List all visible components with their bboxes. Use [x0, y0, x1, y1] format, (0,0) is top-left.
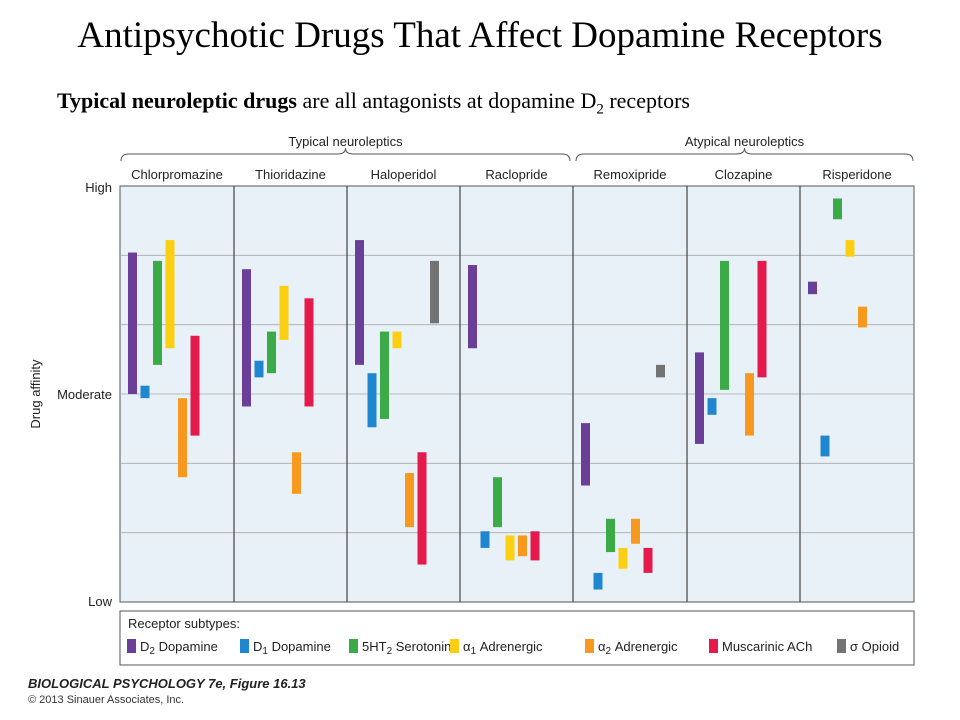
bar-D2 [242, 269, 251, 407]
typical-group-bracket [120, 147, 571, 162]
bar-sigma [430, 260, 439, 324]
y-tick-label: High [85, 180, 112, 195]
legend-label-sigma: σ Opioid [850, 639, 899, 654]
drug-label: Thioridazine [255, 167, 326, 182]
bar-D1 [254, 360, 264, 378]
figure-caption: BIOLOGICAL PSYCHOLOGY 7e, Figure 16.13 [28, 676, 306, 691]
subtitle-end: receptors [603, 88, 690, 113]
drug-label: Clozapine [715, 167, 773, 182]
bar-sigma [656, 364, 665, 378]
bar-a2 [178, 398, 187, 478]
bar-a1 [165, 240, 175, 349]
legend-swatch-a2 [585, 639, 594, 653]
bar-a2 [858, 306, 867, 328]
typical-group-label: Typical neuroleptics [288, 134, 403, 149]
subtitle-sub: 2 [596, 101, 604, 118]
bar-5HT2 [720, 260, 729, 390]
y-tick-label: Low [88, 594, 112, 609]
y-axis-label: Drug affinity [28, 359, 43, 429]
bar-D1 [480, 531, 490, 548]
bar-mACh [530, 531, 540, 561]
bar-5HT2 [267, 331, 276, 374]
legend-swatch-mACh [709, 639, 718, 653]
bar-D1 [140, 385, 150, 399]
atypical-group-bracket [575, 147, 914, 162]
bar-D2 [695, 352, 704, 444]
copyright: © 2013 Sinauer Associates, Inc. [28, 694, 185, 706]
bar-a1 [618, 547, 628, 569]
bar-mACh [757, 260, 767, 378]
bar-D1 [707, 398, 717, 415]
legend-title: Receptor subtypes: [128, 616, 240, 631]
bar-D2 [355, 240, 364, 365]
bar-a2 [631, 518, 640, 544]
bar-a1 [845, 240, 855, 257]
drug-label: Chlorpromazine [131, 167, 223, 182]
legend-label-5HT2: 5HT2 Serotonin [362, 639, 451, 657]
bar-5HT2 [606, 518, 615, 553]
bar-D1 [593, 572, 603, 590]
legend-swatch-D2 [127, 639, 136, 653]
legend-swatch-a1 [450, 639, 459, 653]
legend-label-a1: α1 Adrenergic [463, 639, 543, 657]
drug-label: Haloperidol [371, 167, 437, 182]
drug-label: Risperidone [822, 167, 891, 182]
subtitle-bold: Typical neuroleptic drugs [57, 88, 297, 113]
bar-a1 [279, 285, 289, 340]
bar-5HT2 [380, 331, 389, 419]
bar-mACh [643, 547, 653, 573]
bar-mACh [190, 335, 200, 436]
y-tick-label: Moderate [57, 387, 112, 402]
bar-a1 [505, 535, 515, 561]
bar-a2 [292, 452, 301, 494]
legend-box [119, 610, 915, 666]
slide-title: Antipsychotic Drugs That Affect Dopamine… [77, 15, 883, 56]
slide-subtitle: Typical neuroleptic drugs are all antago… [57, 88, 690, 118]
bar-mACh [417, 452, 427, 565]
bar-D2 [128, 252, 137, 394]
bar-mACh [304, 298, 314, 407]
legend-label-D2: D2 Dopamine [140, 639, 218, 657]
bar-5HT2 [153, 260, 162, 365]
bar-a2 [745, 373, 754, 436]
bar-D2 [808, 281, 817, 295]
legend-swatch-sigma [837, 639, 846, 653]
bar-a2 [405, 473, 414, 528]
legend-swatch-5HT2 [349, 639, 358, 653]
bar-D1 [367, 373, 377, 428]
bar-a2 [518, 535, 527, 557]
legend-label-a2: α2 Adrenergic [598, 639, 678, 657]
bar-a1 [392, 331, 402, 349]
legend-label-mACh: Muscarinic ACh [722, 639, 812, 654]
atypical-group-label: Atypical neuroleptics [685, 134, 805, 149]
subtitle-text: are all antagonists at dopamine D [296, 88, 597, 113]
drug-label: Raclopride [485, 167, 547, 182]
bar-5HT2 [493, 477, 502, 528]
bar-D2 [581, 423, 590, 486]
bar-D1 [820, 435, 830, 457]
legend-swatch-D1 [240, 639, 249, 653]
drug-label: Remoxipride [594, 167, 667, 182]
bar-D2 [468, 265, 477, 349]
legend-label-D1: D1 Dopamine [253, 639, 331, 657]
bar-5HT2 [833, 198, 842, 220]
